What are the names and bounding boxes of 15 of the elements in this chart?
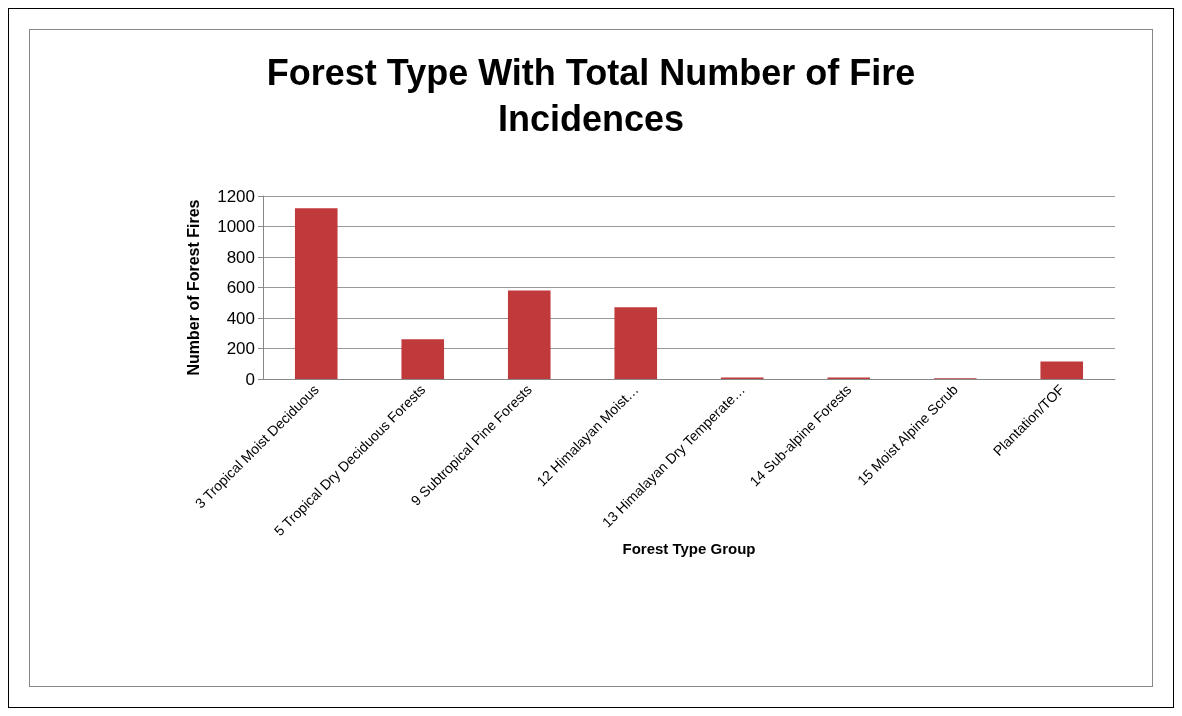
bar bbox=[294, 208, 338, 379]
y-tick-label: 200 bbox=[226, 339, 255, 358]
bar bbox=[507, 290, 551, 379]
bar bbox=[614, 307, 658, 379]
bar bbox=[1040, 361, 1084, 379]
y-tick-label: 600 bbox=[226, 278, 255, 297]
x-axis-title: Forest Type Group bbox=[622, 540, 756, 558]
chart-title: Forest Type With Total Number of Fire Incidences bbox=[266, 51, 916, 139]
y-tick-label: 0 bbox=[245, 369, 255, 389]
y-tick-label: 800 bbox=[226, 247, 255, 267]
y-tick-label: 1200 bbox=[217, 186, 255, 206]
y-axis-title: Number of Forest Fires bbox=[184, 199, 202, 376]
bar bbox=[401, 339, 445, 379]
y-tick-label: 400 bbox=[226, 308, 255, 328]
y-tick-label: 1000 bbox=[217, 217, 255, 236]
